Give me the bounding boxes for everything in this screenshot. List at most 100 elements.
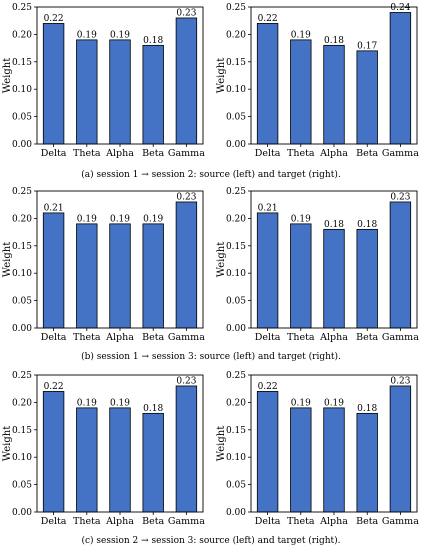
- panel-b-charts: 0.21 Delta 0.19 Theta 0.19 Alpha 0.19 Beta 0.23 G…: [2, 187, 419, 343]
- panel-a-charts: 0.22 Delta 0.19 Theta 0.19 Alpha 0.18 Beta 0.23 G…: [2, 3, 419, 159]
- y-axis-label: Weight: [216, 58, 227, 93]
- bar: [356, 50, 378, 145]
- y-tick-label: 0.25: [226, 371, 246, 381]
- x-tick-label: Gamma: [168, 332, 205, 343]
- x-tick-label: Gamma: [382, 332, 419, 343]
- plot-frame: [250, 6, 418, 145]
- y-tick-label: 0.25: [226, 187, 246, 197]
- chart-right: 0.22 Delta 0.19 Theta 0.18 Alpha 0.17 Beta 0.24 G…: [216, 3, 419, 159]
- bar-value-label: 0.22: [258, 382, 278, 392]
- x-tick-label: Theta: [73, 148, 101, 159]
- bar: [76, 223, 98, 329]
- bar: [323, 44, 345, 145]
- y-axis-label: Weight: [2, 426, 13, 461]
- y-tick-label: 0.00: [12, 140, 32, 150]
- y-tick-label: 0.10: [226, 269, 246, 279]
- x-tick-label: Alpha: [319, 332, 348, 343]
- x-tick-label: Delta: [255, 148, 281, 159]
- bar: [389, 385, 412, 513]
- y-tick-label: 0.20: [12, 398, 32, 408]
- bar-value-label: 0.19: [324, 398, 344, 408]
- bar: [323, 228, 345, 329]
- chart-left: 0.22 Delta 0.19 Theta 0.19 Alpha 0.18 Beta 0.23 G…: [2, 3, 205, 159]
- bar-value-label: 0.22: [44, 382, 64, 392]
- x-tick-label: Theta: [287, 148, 315, 159]
- bar-value-label: 0.19: [291, 214, 311, 224]
- bar-value-label: 0.23: [176, 8, 196, 18]
- x-tick-label: Gamma: [382, 516, 419, 527]
- bar-value-label: 0.18: [143, 36, 163, 46]
- bar-value-label: 0.19: [291, 30, 311, 40]
- x-tick-label: Theta: [287, 332, 315, 343]
- y-tick-label: 0.15: [226, 426, 246, 436]
- y-tick-label: 0.10: [12, 453, 32, 463]
- bar-value-label: 0.22: [44, 14, 64, 24]
- x-tick-label: Theta: [73, 332, 101, 343]
- y-tick-label: 0.25: [226, 3, 246, 13]
- y-tick-label: 0.00: [226, 508, 246, 518]
- x-tick-label: Beta: [142, 332, 164, 343]
- y-tick-label: 0.15: [12, 58, 32, 68]
- bar-value-label: 0.18: [357, 220, 377, 230]
- bar: [42, 212, 65, 329]
- y-tick-label: 0.15: [226, 58, 246, 68]
- plot-frame: [36, 374, 204, 513]
- bar: [323, 407, 345, 513]
- bar: [142, 412, 164, 513]
- bar: [256, 212, 279, 329]
- y-tick-label: 0.05: [12, 297, 32, 307]
- y-tick-label: 0.00: [12, 508, 32, 518]
- bar: [76, 407, 98, 513]
- bar-value-label: 0.24: [390, 3, 410, 13]
- bar: [175, 17, 198, 145]
- plot-frame: [250, 374, 418, 513]
- bar-value-label: 0.19: [77, 30, 97, 40]
- y-tick-label: 0.20: [12, 214, 32, 224]
- bar-value-label: 0.22: [258, 14, 278, 24]
- x-tick-label: Beta: [142, 148, 164, 159]
- x-tick-label: Delta: [41, 332, 67, 343]
- y-tick-label: 0.15: [12, 242, 32, 252]
- x-tick-label: Delta: [41, 148, 67, 159]
- y-tick-label: 0.20: [226, 214, 246, 224]
- y-tick-label: 0.10: [12, 269, 32, 279]
- bar-value-label: 0.18: [357, 404, 377, 414]
- y-tick-label: 0.25: [12, 187, 32, 197]
- bar: [142, 44, 164, 145]
- y-tick-label: 0.10: [12, 85, 32, 95]
- bar-value-label: 0.19: [77, 398, 97, 408]
- x-tick-label: Alpha: [105, 516, 134, 527]
- y-tick-label: 0.05: [12, 481, 32, 491]
- x-tick-label: Alpha: [319, 516, 348, 527]
- bar: [42, 391, 65, 513]
- x-tick-label: Beta: [356, 516, 378, 527]
- y-tick-label: 0.05: [226, 481, 246, 491]
- x-tick-label: Alpha: [105, 148, 134, 159]
- bar-value-label: 0.19: [110, 30, 130, 40]
- x-tick-label: Beta: [356, 332, 378, 343]
- bar-value-label: 0.19: [110, 398, 130, 408]
- bar: [109, 407, 131, 513]
- x-tick-label: Gamma: [168, 148, 205, 159]
- bar: [142, 223, 164, 329]
- bar: [389, 12, 412, 145]
- y-tick-label: 0.00: [226, 324, 246, 334]
- y-tick-label: 0.00: [12, 324, 32, 334]
- y-tick-label: 0.15: [12, 426, 32, 436]
- bar: [356, 412, 378, 513]
- bar: [175, 201, 198, 329]
- bar: [389, 201, 412, 329]
- panel-c-charts: 0.22 Delta 0.19 Theta 0.19 Alpha 0.18 Beta 0.23 G…: [2, 371, 419, 527]
- bar-value-label: 0.21: [258, 203, 278, 213]
- chart-right: 0.21 Delta 0.19 Theta 0.18 Alpha 0.18 Beta 0.23 G…: [216, 187, 419, 343]
- bar-value-label: 0.17: [357, 41, 377, 51]
- y-tick-label: 0.05: [226, 113, 246, 123]
- bar-value-label: 0.23: [390, 192, 410, 202]
- bar: [256, 391, 279, 513]
- y-tick-label: 0.05: [12, 113, 32, 123]
- x-tick-label: Beta: [142, 516, 164, 527]
- x-tick-label: Theta: [73, 516, 101, 527]
- x-tick-label: Alpha: [319, 148, 348, 159]
- bar: [290, 407, 312, 513]
- bar-value-label: 0.18: [143, 404, 163, 414]
